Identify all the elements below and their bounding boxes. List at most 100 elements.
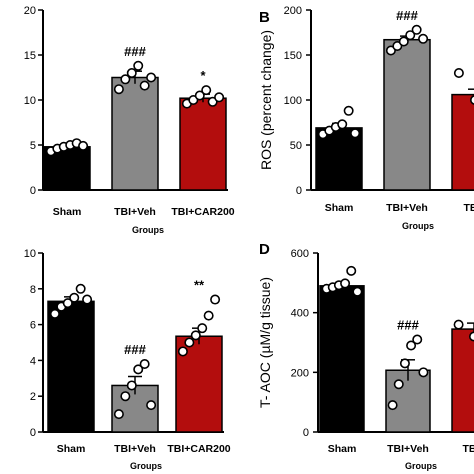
data-point — [139, 80, 150, 91]
x-axis-label: Groups — [402, 221, 434, 231]
data-point — [120, 74, 131, 85]
y-tick-label: 0 — [303, 427, 309, 439]
data-point — [126, 380, 137, 391]
data-point — [210, 294, 221, 305]
bar-3 — [451, 93, 474, 191]
data-point — [393, 379, 404, 390]
data-point — [194, 90, 205, 101]
bar-1 — [319, 285, 365, 433]
data-point — [387, 400, 398, 411]
y-tick-label: 8 — [30, 284, 36, 296]
x-axis-label: Groups — [405, 461, 437, 471]
significance-2: ### — [397, 318, 419, 333]
data-point — [113, 84, 124, 95]
panel-b: 0 50 100 150 200 Sham ### TBI+Veh TBI+ Groups ROS … — [258, 5, 474, 231]
data-point — [146, 400, 157, 411]
category-label-1: Sham — [57, 443, 86, 455]
data-point — [62, 298, 73, 309]
category-label-1: Sham — [328, 443, 357, 455]
data-point — [340, 278, 351, 289]
data-point — [399, 358, 410, 369]
category-label-3: TBI+ — [463, 202, 474, 214]
panel-c: 0 2 4 6 8 10 Sham ### TBI+Veh ** TBI+CAR200 Groups — [24, 248, 231, 471]
category-label-3: TBI+CAR200 — [167, 443, 230, 455]
data-point — [146, 72, 157, 83]
bar-1 — [43, 146, 91, 191]
data-point — [412, 334, 423, 345]
data-point — [453, 68, 464, 79]
data-point — [469, 331, 474, 342]
y-tick-label: 100 — [284, 95, 302, 107]
y-tick-label: 0 — [296, 185, 302, 197]
data-point — [343, 105, 354, 116]
bar-2 — [111, 76, 159, 191]
panel-label: D — [259, 241, 270, 258]
significance-2: ### — [124, 342, 146, 357]
y-tick-label: 2 — [30, 391, 36, 403]
category-label-2: TBI+Veh — [386, 202, 428, 214]
y-tick-label: 400 — [291, 308, 309, 320]
data-point — [133, 60, 144, 71]
y-tick-label: 0 — [30, 427, 36, 439]
category-label-3: TBI+ — [462, 443, 474, 455]
bar-3 — [451, 328, 474, 433]
data-point — [190, 330, 201, 341]
y-tick-label: 200 — [291, 367, 309, 379]
y-tick-label: 4 — [30, 355, 36, 367]
significance-2: ### — [124, 44, 146, 59]
data-point — [405, 30, 416, 41]
significance-2: ### — [396, 8, 418, 23]
y-tick-label: 10 — [24, 248, 36, 260]
data-point — [346, 265, 357, 276]
data-point — [120, 391, 131, 402]
y-tick-label: 20 — [24, 5, 36, 17]
bar-3 — [179, 97, 227, 191]
data-point — [406, 340, 417, 351]
y-tick-label: 6 — [30, 320, 36, 332]
y-tick-label: 50 — [290, 140, 302, 152]
bar-2 — [383, 38, 431, 191]
data-point — [133, 364, 144, 375]
data-point — [78, 140, 89, 151]
data-point — [418, 367, 429, 378]
data-point — [350, 128, 361, 139]
data-point — [49, 308, 60, 319]
data-point — [82, 294, 93, 305]
category-label-3: TBI+CAR200 — [171, 206, 234, 218]
y-tick-label: 5 — [30, 140, 36, 152]
panel-a: 0 5 10 15 20 Sham ### TBI+Veh * TBI+CAR200 Groups — [24, 5, 235, 235]
data-point — [337, 119, 348, 130]
data-point — [453, 319, 464, 330]
panel-d: 0 200 400 600 Sham ### TBI+Veh TBI+ Groups T- AOC… — [257, 241, 474, 471]
y-tick-label: 0 — [30, 185, 36, 197]
data-point — [126, 68, 137, 79]
y-tick-label: 600 — [291, 248, 309, 260]
y-tick-label: 10 — [24, 95, 36, 107]
significance-3: * — [200, 68, 206, 83]
data-point — [197, 323, 208, 334]
x-axis-label: Groups — [132, 225, 164, 235]
data-point — [398, 36, 409, 47]
category-label-1: Sham — [53, 206, 82, 218]
data-point — [470, 95, 474, 105]
data-point — [69, 292, 80, 303]
data-point — [201, 85, 212, 96]
y-tick-label: 150 — [284, 50, 302, 62]
y-tick-label: 15 — [24, 50, 36, 62]
data-point — [214, 92, 225, 103]
category-label-2: TBI+Veh — [114, 206, 156, 218]
category-label-2: TBI+Veh — [387, 443, 429, 455]
data-point — [184, 337, 195, 348]
x-axis-label: Groups — [130, 461, 162, 471]
bar-1 — [47, 300, 95, 433]
y-axis-label: T- AOC (µM/g tissue) — [257, 277, 273, 408]
data-point — [177, 346, 188, 357]
data-point — [113, 409, 124, 420]
y-tick-label: 200 — [284, 5, 302, 17]
data-point — [139, 358, 150, 369]
category-label-2: TBI+Veh — [114, 443, 156, 455]
data-point — [418, 33, 429, 44]
significance-3: ** — [194, 278, 205, 293]
y-axis-label: ROS (percent change) — [258, 30, 274, 170]
